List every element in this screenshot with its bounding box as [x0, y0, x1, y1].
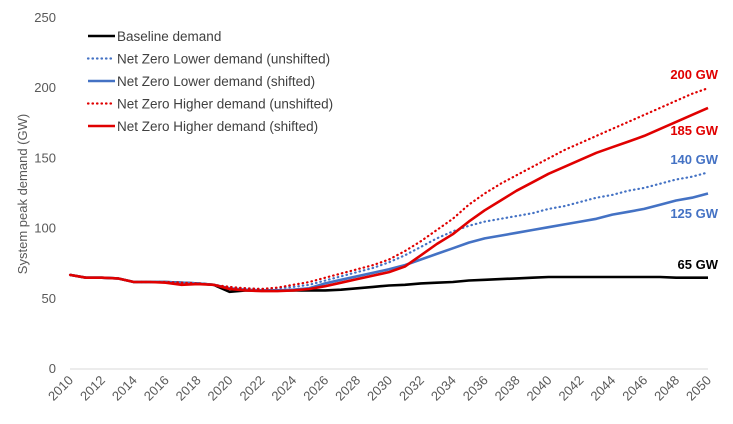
x-tick-label: 2040	[524, 373, 555, 404]
x-tick-label: 2032	[396, 373, 427, 404]
y-tick-label: 150	[34, 150, 56, 165]
y-tick-label: 200	[34, 80, 56, 95]
legend-label-3: Net Zero Lower demand (shifted)	[117, 74, 315, 89]
legend: Baseline demand Net Zero Lower demand (un…	[86, 29, 333, 134]
x-tick-label: 2026	[300, 373, 331, 404]
x-tick-label: 2038	[492, 373, 523, 404]
x-tick-label: 2022	[236, 373, 267, 404]
x-tick-label: 2048	[651, 373, 682, 404]
series-line-5	[69, 106, 709, 293]
x-tick-label: 2050	[683, 373, 714, 404]
x-tick-label: 2024	[268, 373, 299, 404]
series-lines	[68, 87, 710, 294]
end-label: 140 GW	[670, 152, 718, 167]
x-tick-label: 2010	[45, 373, 76, 404]
x-tick-label: 2020	[205, 373, 236, 404]
x-tick-label: 2036	[460, 373, 491, 404]
x-tick-label: 2018	[173, 373, 204, 404]
y-tick-label: 0	[49, 361, 56, 376]
y-tick-label: 100	[34, 221, 56, 236]
y-axis-ticks: 0 50 100 150 200 250	[34, 10, 56, 376]
legend-label-2: Net Zero Lower demand (unshifted)	[117, 52, 330, 67]
end-label: 65 GW	[678, 257, 719, 272]
series-line-4	[68, 87, 710, 291]
x-tick-label: 2028	[332, 373, 363, 404]
x-tick-label: 2046	[619, 373, 650, 404]
end-label: 185 GW	[670, 123, 718, 138]
x-tick-label: 2042	[555, 373, 586, 404]
y-axis-label: System peak demand (GW)	[15, 114, 30, 274]
end-labels: 200 GW 185 GW 140 GW 125 GW 65 GW	[670, 67, 718, 272]
y-tick-label: 250	[34, 10, 56, 25]
x-tick-label: 2014	[109, 373, 140, 404]
legend-label-1: Baseline demand	[117, 29, 221, 44]
x-tick-label: 2012	[77, 373, 108, 404]
legend-label-4: Net Zero Higher demand (unshifted)	[117, 97, 333, 112]
legend-label-5: Net Zero Higher demand (shifted)	[117, 119, 318, 134]
x-tick-label: 2016	[141, 373, 172, 404]
x-tick-label: 2030	[364, 373, 395, 404]
x-axis-ticks: 2010 2012 2014 2016 2018 2020 2022 2024 2026 2028…	[45, 373, 714, 404]
end-label: 200 GW	[670, 67, 718, 82]
x-tick-label: 2034	[428, 373, 459, 404]
y-tick-label: 50	[42, 291, 56, 306]
x-tick-label: 2044	[587, 373, 618, 404]
end-label: 125 GW	[670, 206, 718, 221]
